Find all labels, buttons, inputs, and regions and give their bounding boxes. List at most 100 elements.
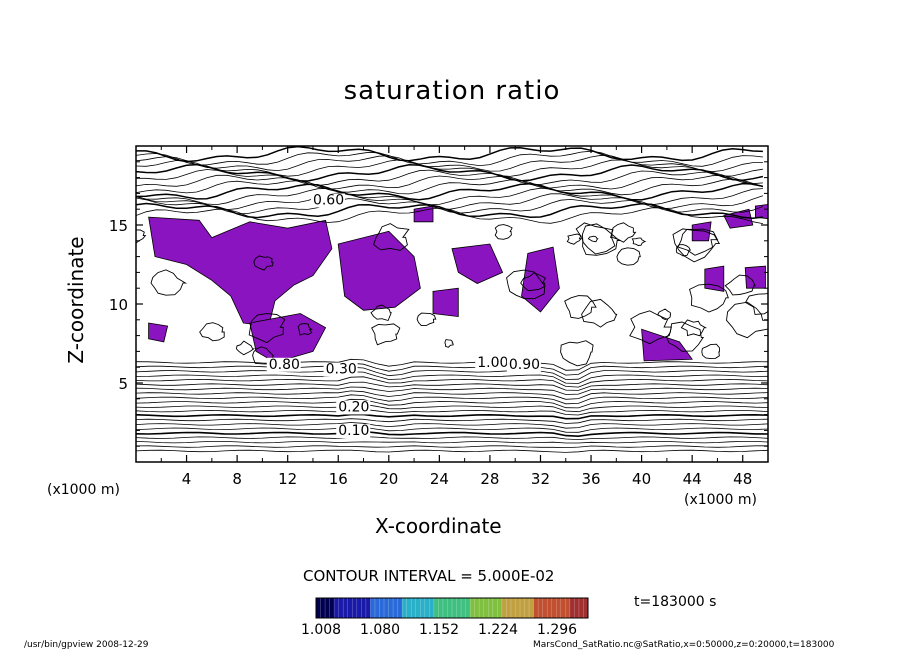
- contour-line: [136, 178, 764, 196]
- colorbar-cell: [442, 598, 448, 618]
- time-label: t=183000 s: [634, 594, 717, 610]
- contour-line: [136, 413, 768, 420]
- supersaturated-region: [451, 243, 504, 284]
- y-tick-label: 10: [109, 296, 128, 314]
- x-tick-label: 40: [632, 470, 651, 488]
- contour-line: [136, 362, 768, 376]
- contour-line: [136, 159, 763, 177]
- colorbar-cell: [506, 598, 512, 618]
- colorbar-cell: [551, 598, 557, 618]
- y-tick-label: 15: [109, 217, 128, 235]
- contour-line: [136, 169, 763, 186]
- contour-line: [611, 222, 637, 243]
- contour-line: [136, 394, 768, 405]
- contour-line: [680, 319, 708, 337]
- contour-line: [136, 441, 768, 444]
- colorbar-cell: [352, 598, 358, 618]
- colorbar-cell: [524, 598, 530, 618]
- contour-line: [136, 229, 147, 244]
- colorbar-cell: [415, 598, 421, 618]
- colorbar-cell: [497, 598, 503, 618]
- contour-label: 0.80: [269, 357, 300, 373]
- x-tick-label: 36: [581, 470, 600, 488]
- x-tick-label: 4: [182, 470, 192, 488]
- colorbar-cell: [474, 598, 480, 618]
- colorbar-cell: [343, 598, 349, 618]
- colorbar-cell: [583, 598, 589, 618]
- colorbar-cell: [510, 598, 516, 618]
- colorbar-frame: [315, 597, 589, 619]
- contour-line: [724, 274, 756, 296]
- contour-line: [253, 255, 274, 271]
- colorbar-cell: [388, 598, 394, 618]
- contour-line: [136, 381, 768, 391]
- contour-line: [560, 340, 594, 367]
- contour-line: [575, 222, 616, 255]
- colorbar-cell: [483, 598, 489, 618]
- colorbar-cell: [533, 598, 539, 618]
- contour-line: [136, 430, 768, 438]
- colorbar-cell: [456, 598, 462, 618]
- x-tick-label: 16: [329, 470, 348, 488]
- colorbar-cell: [501, 598, 507, 618]
- x-tick-label: 32: [531, 470, 550, 488]
- contour-line: [136, 386, 768, 395]
- colorbar-cell: [547, 598, 553, 618]
- supersaturated-region: [413, 205, 434, 223]
- colorbar-cell: [520, 598, 525, 618]
- contour-line: [136, 192, 764, 211]
- colorbar-cell: [397, 598, 403, 618]
- contour-label-bg: [506, 357, 541, 372]
- colorbar-cell: [370, 598, 376, 618]
- colorbar-cell: [393, 598, 398, 618]
- colorbar-cell: [365, 598, 371, 618]
- contour-line: [675, 244, 692, 257]
- supersaturated-region: [249, 313, 327, 363]
- colorbar-cell: [406, 598, 412, 618]
- contour-line: [199, 322, 225, 342]
- contour-label-bg: [336, 400, 371, 415]
- colorbar-cell: [560, 598, 566, 618]
- contour-label: 1.00: [477, 355, 508, 371]
- contour-label-bg: [323, 362, 358, 377]
- contour-field: 0.10 0.20 0.30 0.80 1.00 0.90 0.60: [136, 146, 768, 453]
- contour-line: [136, 187, 763, 206]
- contour-line: [136, 202, 763, 220]
- supersaturated-region: [521, 246, 560, 313]
- contour-label: 0.10: [338, 423, 369, 439]
- colorbar-tick: 1.296: [537, 622, 578, 638]
- colorbar-cell: [569, 598, 575, 618]
- colorbar-tick: 1.080: [360, 622, 401, 638]
- colorbar-cell: [556, 598, 562, 618]
- x-tick-label: 8: [232, 470, 242, 488]
- footer-left: /usr/bin/gpview 2008-12-29: [24, 640, 149, 650]
- contour-line: [631, 237, 647, 246]
- contour-label-bg: [266, 357, 301, 372]
- colorbar-cell: [356, 598, 362, 618]
- contour-line: [136, 358, 768, 371]
- contour-line: [506, 269, 546, 300]
- contour-label-bg: [310, 193, 345, 208]
- contour-line: [701, 343, 721, 360]
- supersaturated-region: [432, 287, 459, 318]
- contour-line: [726, 301, 768, 339]
- colorbar-cell: [411, 598, 417, 618]
- contour-line: [444, 339, 454, 348]
- contour-line: [136, 146, 763, 163]
- colorbar-cell: [320, 598, 326, 618]
- contour-line: [416, 312, 437, 327]
- supersaturated-region: [148, 216, 333, 327]
- contour-line: [136, 390, 768, 400]
- x-axis-unit-left: (x1000 m): [47, 482, 120, 498]
- supersaturated-region: [148, 322, 169, 343]
- contour-line: [136, 163, 764, 182]
- contour-line: [370, 304, 392, 322]
- x-tick-label: 12: [278, 470, 297, 488]
- colorbar-cell: [316, 598, 321, 618]
- colorbar-cell: [574, 598, 580, 618]
- colorbar-cell: [470, 598, 476, 618]
- colorbar-cell: [424, 598, 430, 618]
- colorbar-tick: 1.224: [478, 622, 519, 638]
- contour-line: [744, 293, 768, 315]
- colorbar-cell: [361, 598, 367, 618]
